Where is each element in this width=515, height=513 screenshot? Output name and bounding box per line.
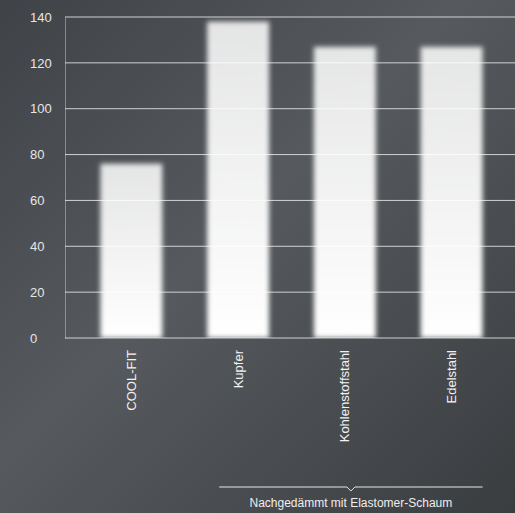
y-tick-label: 0 — [30, 331, 37, 346]
y-tick-label: 40 — [30, 239, 44, 254]
y-tick-label: 140 — [30, 10, 52, 25]
x-tick: Kohlenstoffstahl — [337, 338, 352, 442]
x-tick: COOL-FIT — [124, 338, 139, 411]
y-tick: 140 — [30, 10, 65, 25]
grid — [65, 17, 515, 338]
annotation: Nachgedämmt mit Elastomer-Schaum — [250, 496, 453, 510]
y-tick: 120 — [30, 56, 65, 71]
background — [0, 0, 515, 513]
bar — [421, 47, 483, 338]
bar — [314, 47, 376, 338]
grid-line — [65, 17, 515, 18]
y-tick: 0 — [30, 331, 65, 346]
chart: 0 20 40 60 80 100 120 140 COOL-FIT Kupfer Kohlenst… — [0, 0, 515, 513]
bars — [100, 22, 482, 338]
y-tick: 80 — [30, 147, 65, 162]
x-tick-label: Kohlenstoffstahl — [337, 350, 352, 442]
x-tick: Edelstahl — [444, 338, 459, 403]
y-axis-line — [65, 18, 66, 339]
y-tick: 60 — [30, 193, 65, 208]
y-tick: 100 — [30, 101, 65, 116]
x-axis: COOL-FIT Kupfer Kohlenstoffstahl Edelstahl — [79, 338, 506, 442]
y-tick: 20 — [30, 285, 65, 300]
x-tick-label: COOL-FIT — [124, 350, 139, 411]
y-tick-label: 100 — [30, 101, 52, 116]
y-tick: 40 — [30, 239, 65, 254]
annotation-bracket — [219, 487, 482, 491]
y-tick-label: 20 — [30, 285, 44, 300]
y-axis: 0 20 40 60 80 100 120 140 — [30, 10, 66, 346]
bar — [100, 164, 162, 338]
y-tick-label: 120 — [30, 56, 52, 71]
x-tick-label: Edelstahl — [444, 350, 459, 404]
x-tick-label: Kupfer — [231, 349, 246, 388]
bar — [207, 22, 269, 338]
x-axis-line — [79, 338, 506, 339]
y-tick-label: 60 — [30, 193, 44, 208]
x-tick: Kupfer — [231, 338, 246, 388]
y-tick-label: 80 — [30, 147, 44, 162]
